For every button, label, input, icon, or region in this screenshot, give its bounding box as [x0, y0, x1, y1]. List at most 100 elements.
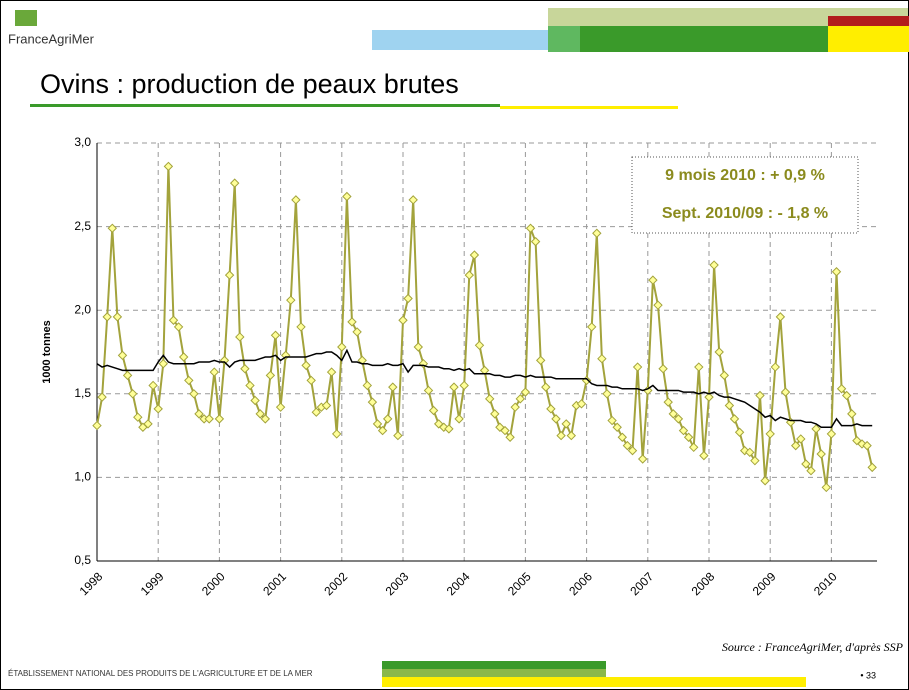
marker	[734, 427, 745, 437]
marker	[362, 380, 373, 391]
marker	[699, 450, 709, 461]
marker	[143, 419, 153, 429]
deco-bar	[548, 8, 908, 26]
marker	[291, 195, 301, 205]
marker	[592, 228, 602, 238]
marker	[352, 327, 362, 337]
deco-bar	[828, 26, 909, 52]
y-tick-label: 3,0	[74, 135, 91, 149]
marker	[342, 191, 352, 202]
marker	[648, 275, 658, 285]
marker	[556, 430, 566, 441]
marker	[622, 440, 633, 451]
marker	[541, 382, 551, 392]
marker	[250, 395, 260, 406]
deco-bar	[382, 669, 606, 677]
marker	[474, 340, 485, 351]
marker	[617, 432, 628, 442]
marker	[245, 380, 255, 391]
deco-bar	[828, 16, 909, 26]
marker	[168, 315, 179, 325]
marker	[750, 455, 760, 466]
y-tick-label: 2,0	[74, 302, 91, 316]
marker	[393, 430, 403, 441]
marker	[449, 382, 459, 392]
deco-bar	[372, 30, 550, 50]
marker	[796, 434, 806, 444]
logo-text: FranceAgriMer	[8, 31, 95, 46]
marker	[173, 322, 184, 332]
marker	[561, 419, 571, 429]
marker	[306, 375, 316, 386]
marker	[729, 414, 740, 424]
marker	[209, 367, 220, 377]
marker	[745, 447, 755, 458]
series-line	[96, 348, 873, 428]
marker	[275, 402, 286, 412]
marker	[862, 440, 872, 451]
title-underline	[30, 104, 500, 107]
marker	[836, 384, 847, 394]
marker	[765, 429, 775, 439]
marker	[515, 394, 526, 404]
marker	[694, 362, 704, 372]
annotation-box	[631, 156, 859, 234]
marker	[122, 370, 133, 381]
marker	[714, 347, 724, 357]
marker	[372, 419, 383, 429]
source: Source : FranceAgriMer, d'après SSP	[722, 640, 904, 654]
marker	[296, 322, 306, 332]
marker	[423, 385, 434, 396]
marker	[760, 476, 770, 486]
marker	[301, 360, 311, 371]
marker	[347, 317, 357, 327]
marker	[683, 432, 694, 442]
marker	[229, 178, 240, 188]
marker	[724, 400, 735, 411]
marker	[240, 364, 250, 374]
marker	[668, 409, 679, 419]
marker	[367, 397, 378, 407]
marker	[535, 355, 546, 366]
marker	[184, 375, 194, 386]
marker	[413, 342, 424, 352]
marker	[178, 352, 189, 362]
marker	[337, 342, 347, 352]
page-number: • 33	[860, 670, 876, 680]
annotation: 9 mois 2010 : + 0,9 %	[665, 167, 825, 184]
marker	[158, 358, 169, 369]
y-axis-label: 1000 tonnes	[41, 320, 53, 384]
marker	[770, 362, 781, 372]
marker	[194, 409, 204, 419]
marker	[525, 223, 536, 233]
marker	[398, 315, 408, 325]
deco-bar	[382, 661, 606, 669]
y-tick-label: 0,5	[74, 553, 91, 567]
marker	[602, 389, 612, 399]
marker	[510, 402, 520, 412]
marker	[500, 425, 510, 436]
marker	[127, 389, 138, 399]
marker	[867, 462, 877, 473]
marker	[780, 387, 791, 397]
marker	[597, 353, 607, 364]
marker	[637, 454, 648, 464]
marker	[117, 350, 128, 361]
marker	[408, 195, 418, 205]
y-tick-label: 1,0	[74, 470, 91, 484]
marker	[255, 409, 265, 419]
y-tick-label: 1,5	[74, 386, 91, 400]
marker	[326, 367, 337, 377]
marker	[459, 380, 469, 391]
marker	[847, 409, 857, 419]
marker	[775, 312, 786, 322]
marker	[530, 236, 541, 247]
logo-icon	[15, 10, 37, 26]
marker	[821, 482, 832, 493]
marker	[97, 392, 107, 402]
marker	[464, 270, 475, 280]
marker	[790, 440, 801, 451]
marker	[546, 404, 556, 414]
marker	[688, 442, 699, 453]
marker	[709, 260, 719, 270]
